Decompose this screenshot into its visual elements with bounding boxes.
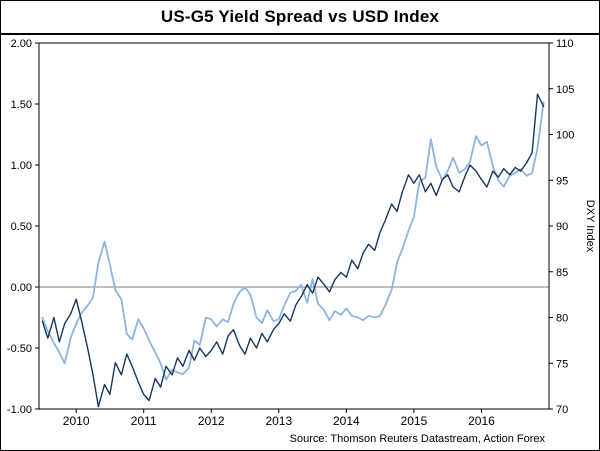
x-tick-label: 2011: [131, 414, 157, 428]
x-tick-label: 2013: [265, 414, 292, 428]
x-tick-label: 2014: [333, 414, 360, 428]
x-tick-label: 2015: [401, 414, 428, 428]
series-line-yield-spread: [41, 93, 545, 408]
right-tick-label: 90: [556, 221, 568, 233]
right-tick-label: 95: [556, 175, 568, 187]
left-tick-label: -0.50: [7, 343, 32, 355]
right-axis: 110 105 100 95 90 85 80 75 70 DXY Index: [549, 38, 596, 416]
right-tick-label: 105: [556, 84, 574, 96]
right-tick-label: 110: [556, 38, 574, 50]
right-tick-label: 70: [556, 404, 568, 416]
chart-title: US-G5 Yield Spread vs USD Index: [160, 7, 440, 26]
left-tick-label: 1.00: [11, 160, 32, 172]
left-axis: 2.00 1.50 1.00 0.50 0.00 -0.50 -1.00: [7, 38, 39, 416]
x-tick-label: 2016: [468, 414, 495, 428]
chart-title-bar: US-G5 Yield Spread vs USD Index: [1, 1, 599, 35]
series-line-dxy-index: [41, 101, 545, 381]
x-axis: 2010 2011 2012 2013 2014 2015 2016: [63, 409, 495, 428]
left-tick-label: -1.00: [7, 404, 32, 416]
left-tick-label: 2.00: [11, 38, 32, 50]
right-tick-label: 75: [556, 358, 568, 370]
left-tick-label: 0.00: [11, 282, 32, 294]
right-tick-label: 80: [556, 313, 568, 325]
x-tick-label: 2012: [198, 414, 225, 428]
right-tick-label: 85: [556, 267, 568, 279]
chart-canvas: 2.00 1.50 1.00 0.50 0.00 -0.50 -1.00 110 105 100 9…: [7, 38, 596, 428]
right-axis-title: DXY Index: [584, 200, 596, 253]
source-attribution: Source: Thomson Reuters Datastream, Acti…: [289, 433, 545, 445]
x-tick-label: 2010: [63, 414, 90, 428]
right-tick-label: 100: [556, 130, 574, 142]
plot-frame: [38, 42, 550, 410]
left-tick-label: 0.50: [11, 221, 32, 233]
left-tick-label: 1.50: [11, 99, 32, 111]
